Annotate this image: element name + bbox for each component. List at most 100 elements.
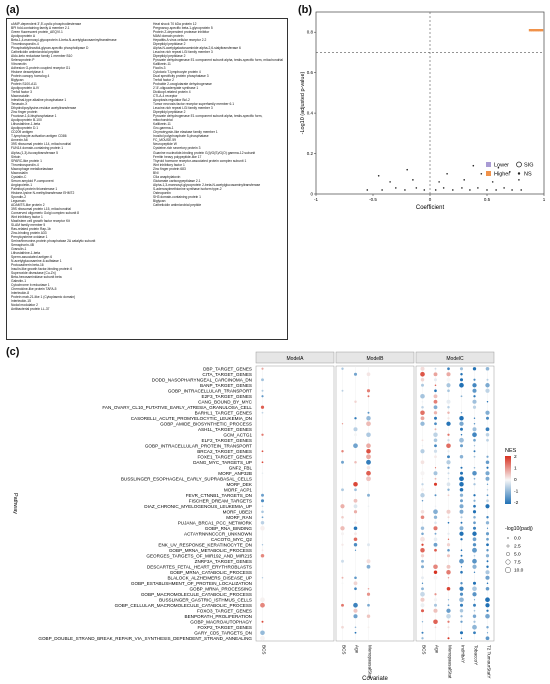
pathway-dot — [420, 515, 425, 520]
covariate-label: MenopausalStat — [368, 645, 373, 679]
pathway-dot — [472, 510, 477, 514]
pathway-dot — [459, 382, 464, 388]
pathway-dot — [446, 482, 451, 487]
protein-list-box: cAMP-dependent 3',5'-cyclic phosphodiest… — [6, 18, 288, 340]
pathway-dot — [433, 598, 438, 602]
pathway-dot — [421, 383, 424, 387]
pathway-dot — [261, 505, 264, 508]
pathway-dot — [447, 411, 450, 414]
protein-name: Zinc finger protein 683 — [153, 166, 186, 171]
ns-point — [472, 164, 475, 167]
protein-name: C5a anaphylatoxin — [153, 174, 181, 179]
pathway-dot — [421, 532, 424, 536]
pathway-dot — [420, 378, 425, 382]
pathway-dot — [341, 450, 344, 453]
protein-name: Alpha-1,3-mannosyl-glycoprotein 2-beta-N… — [153, 182, 261, 187]
protein-name: Semaphorin-4B — [11, 242, 34, 247]
pathway-label: MORF_ACP1 — [224, 487, 253, 492]
pathway-dot — [473, 466, 476, 469]
pathway-dot — [447, 626, 450, 629]
facet-header — [255, 351, 335, 364]
covariate-label: Age — [435, 645, 440, 654]
pathway-dot — [421, 400, 424, 403]
protein-name: Inositol polyphosphate 5-phosphatase — [153, 134, 209, 139]
pathway-dot — [472, 564, 477, 569]
pathway-dot — [353, 427, 358, 432]
pathway-dot — [367, 543, 370, 547]
protein-name: Trefoil factor 3 — [11, 90, 32, 95]
protein-name: Gro-gamma-1 — [153, 126, 174, 131]
pathway-dot — [472, 558, 477, 564]
pathway-dot — [421, 483, 424, 486]
protein-name: Thrombospondin-4 — [11, 42, 39, 47]
pathway-dot — [366, 416, 371, 421]
pathway-dot — [353, 498, 358, 503]
pathway-dot — [261, 433, 264, 436]
pathway-label: BUSSLINGER_GASTRIC_ISTHMUS_CELLS — [159, 597, 252, 602]
protein-name: BNI — [153, 170, 159, 175]
pathway-label: FOXE1_TARGET_GENES — [197, 454, 252, 459]
protein-list-right-column: Heat shock 70 kDa protein 12 Pregnancy-sp… — [153, 22, 283, 207]
ns-point — [377, 175, 380, 177]
pathway-dot — [486, 527, 489, 529]
pathway-dot — [341, 488, 344, 492]
protein-name: Antibacterial protein LL-37 — [11, 307, 50, 312]
pathway-label: MORF_RAN — [226, 515, 252, 520]
protein-name: Selenoprotein P — [11, 58, 35, 63]
pathway-dot — [486, 499, 489, 503]
protein-name: Guanine nucleotide-binding protein G(I)/… — [153, 150, 256, 155]
pathway-dot — [421, 621, 424, 623]
pathway-dot — [459, 504, 464, 509]
facet-title: ModelC — [446, 356, 464, 362]
pathway-dot — [353, 481, 358, 487]
pathway-dot — [447, 406, 450, 409]
pathway-dot — [485, 570, 490, 575]
protein-name: Green fluorescent protein_AEQVI.1 — [11, 30, 63, 35]
pathway-dot — [353, 537, 358, 542]
protein-name: Adhesion G-protein coupled receptor G1 — [11, 66, 71, 71]
protein-name: Probable 2-oxoglutarate dehydrogenase — [153, 82, 212, 87]
pathway-dot — [459, 592, 464, 596]
protein-name: Thrombospondin-4 — [11, 162, 39, 167]
facet-title: ModelB — [367, 356, 385, 362]
pathway-dot — [459, 421, 464, 426]
pathway-dot — [421, 587, 424, 591]
x-tick-label: -1 — [314, 197, 318, 202]
pathway-dot — [433, 537, 438, 542]
pathway-dot — [460, 566, 463, 568]
pathway-label: DIAZ_CHRONIC_MYELOGENOUS_LEUKEMIA_UP — [144, 504, 252, 509]
pathway-dot — [485, 504, 490, 509]
pathway-dot — [433, 482, 438, 486]
protein-name: Dipeptidyl peptidase 2 — [153, 42, 186, 47]
pathway-dot — [366, 454, 371, 460]
size-legend-tick: 7.5 — [514, 560, 521, 566]
pathway-dot — [366, 421, 371, 427]
pathway-dot — [434, 505, 437, 508]
protein-name: Beta-hexosaminidase subunit beta — [11, 274, 62, 279]
ns-point — [509, 170, 511, 173]
protein-name: ADAMTS-like protein 2 — [11, 202, 45, 207]
covariate-label: BCS — [342, 645, 347, 654]
pathway-dot — [459, 597, 464, 603]
protein-name: Macrosialin — [11, 170, 28, 175]
pathway-dot — [473, 477, 476, 480]
panel-label-c: (c) — [6, 346, 20, 358]
color-legend-tick: 1 — [514, 466, 517, 472]
pathway-dot — [486, 560, 489, 563]
protein-name: Hepatitis A virus cellular receptor 2.2 — [153, 38, 207, 43]
protein-name: Aldo-keto reductase family 1 member B10 — [11, 54, 73, 59]
protein-name: Prenylcysteine oxidase 1 — [11, 234, 48, 239]
protein-name: Mast/stem cell growth factor receptor Ki… — [11, 218, 70, 223]
protein-name: Zinc finger protein — [11, 110, 38, 115]
protein-name: Nodal modulator 2 — [11, 303, 38, 308]
pathway-dot — [460, 549, 463, 552]
protein-name: Dihydrolipoyllysine-residue acetyltransf… — [11, 106, 77, 111]
pathway-label: GOBP_MRNA_PROCESSING — [189, 586, 252, 591]
pathway-dot — [473, 445, 476, 447]
pathway-dot — [486, 549, 489, 552]
pathway-dot — [434, 494, 437, 497]
protein-name: Palmitoyl-protein thioesterase 1 — [11, 186, 58, 191]
pathway-dot — [473, 504, 476, 508]
ns-point — [434, 189, 437, 191]
pathway-dot — [353, 443, 358, 449]
